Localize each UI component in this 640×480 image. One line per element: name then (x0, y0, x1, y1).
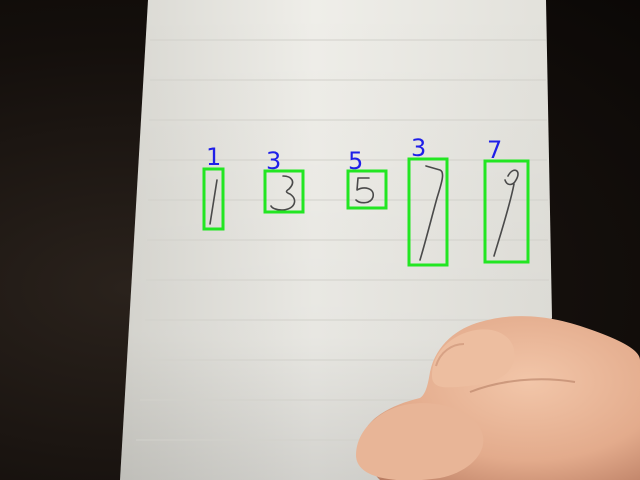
detection-box (346, 169, 388, 210)
detection-label: 3 (411, 134, 427, 162)
hand-thumb (432, 329, 515, 388)
detection-label: 7 (487, 136, 503, 164)
detection-box (263, 169, 305, 214)
detection-label: 3 (266, 147, 282, 175)
detection-box (483, 159, 530, 264)
detection-boxes (202, 157, 530, 267)
detection-label: 5 (348, 147, 364, 175)
hand (356, 316, 640, 480)
hand-thumbnail (435, 343, 465, 367)
paper-ruled-lines (136, 39, 549, 441)
detection-label: 1 (206, 143, 222, 171)
detection-box (202, 167, 225, 231)
handwritten-digits (209, 165, 519, 261)
hand-finger-knuckle (356, 403, 484, 480)
digit-stroke-1 (209, 179, 218, 225)
detection-box (407, 157, 449, 267)
digit-stroke-3b (419, 165, 444, 261)
digit-stroke-5 (355, 177, 374, 204)
digit-stroke-3a (270, 175, 296, 211)
digit-stroke-7 (493, 169, 519, 257)
hand-crease (469, 378, 576, 393)
